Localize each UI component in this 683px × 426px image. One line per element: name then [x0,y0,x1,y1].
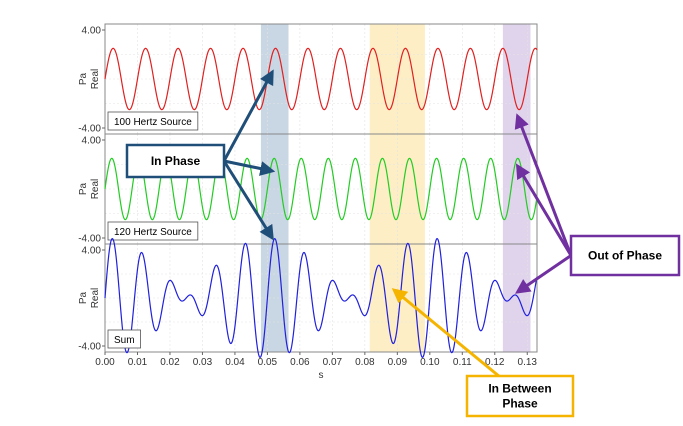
callout-label: In Between [488,382,551,396]
legend-box: 120 Hertz Source [107,221,199,241]
y-axis-label: Real [90,288,101,309]
y-tick-label: -4.00 [78,124,101,135]
y-tick-label: -4.00 [78,234,101,245]
y-tick-label: 4.00 [82,136,102,147]
x-tick-label: 0.00 [95,357,115,368]
y-axis-label: Pa [78,182,89,195]
x-tick-label: 0.01 [128,357,148,368]
x-tick-label: 0.12 [485,357,505,368]
legend-frame [107,111,199,131]
callout-label: Out of Phase [588,249,662,263]
legend-frame [107,221,199,241]
callout-box [125,143,226,179]
x-tick-label: 0.07 [323,357,343,368]
legend-box: 100 Hertz Source [107,111,199,131]
legend-label: 100 Hertz Source [114,117,192,128]
y-tick-label: -4.00 [78,342,101,353]
callout-arrow [514,113,573,257]
callout-arrow [515,254,572,294]
series-line-3 [104,237,538,359]
highlight-band-1 [260,24,289,352]
x-tick-label: 0.02 [160,357,180,368]
callout-arrow [222,160,274,241]
callout-box [569,234,681,277]
x-tick-label: 0.05 [258,357,278,368]
x-tick-label: 0.10 [420,357,440,368]
callout-label: In Phase [151,154,201,168]
legend-label: 120 Hertz Source [114,227,192,238]
callout-arrow [515,163,573,257]
callout-box [465,374,575,418]
series-line-2 [104,157,538,221]
x-tick-label: 0.08 [355,357,375,368]
callout-arrow [223,159,276,176]
y-axis-label: Pa [78,72,89,85]
x-tick-label: 0.13 [518,357,538,368]
callout-label: Phase [502,397,538,411]
callout-arrow [222,69,274,162]
series-line-1 [104,47,538,111]
y-axis-label: Real [90,179,101,200]
x-axis-label: s [319,370,324,381]
legend-box: Sum [107,329,141,349]
x-tick-label: 0.04 [225,357,245,368]
callout-1: In Phase [125,69,276,241]
y-axis-label: Pa [78,291,89,304]
x-axis: 0.00 0.01 0.02 0.03 0.04 0.05 0.06 0.07 0.08 0.09… [95,352,537,381]
legend-label: Sum [114,335,135,346]
callout-2: Out of Phase [514,113,681,294]
panel-2: 4.00 -4.00 Pa Real 120 Hertz Source [78,133,538,245]
x-tick-label: 0.06 [290,357,310,368]
callout-arrow [391,288,500,378]
panel-1: 4.00 -4.00 Pa Real 100 Hertz Source [78,23,538,135]
x-tick-label: 0.11 [453,357,472,368]
y-tick-label: 4.00 [82,246,102,257]
legend-frame [107,329,141,349]
y-tick-label: 4.00 [82,26,102,37]
highlight-band-3 [502,24,531,352]
y-axis-label: Real [90,69,101,90]
x-tick-label: 0.09 [388,357,408,368]
x-tick-label: 0.03 [193,357,213,368]
